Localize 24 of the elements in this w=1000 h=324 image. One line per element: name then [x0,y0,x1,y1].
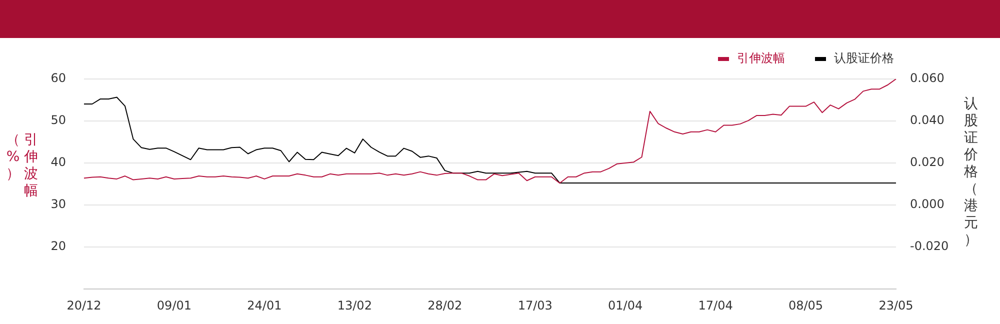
legend-label: 认股证价格 [834,50,894,67]
x-tick-label: 17/04 [698,298,733,312]
y-tick-label: 40 [50,155,66,170]
text: 引伸波幅（%） [6,132,38,199]
y2-tick-label: 0.060 [910,71,944,86]
x-tick-label: 17/03 [518,298,552,312]
x-tick-label: 24/01 [247,298,282,312]
y-tick-label: 30 [50,197,66,212]
x-tick-label: 23/05 [878,298,914,312]
y-tick-label: 20 [50,239,66,254]
y-tick-label: 50 [50,113,66,128]
x-tick-label: 08/05 [788,298,824,312]
y2-tick-label: 0.020 [910,155,944,170]
y-tick-label: 60 [50,71,66,86]
x-tick-label: 28/02 [428,298,462,312]
legend-label: 引伸波幅 [737,50,785,67]
x-tick-label: 09/01 [156,298,192,312]
y2-tick-label: 0.040 [910,113,944,128]
x-tick-label: 20/12 [66,298,102,312]
y2-tick-label: 0.000 [910,197,944,212]
x-tick-label: 01/04 [608,298,643,312]
y2-tick-label: -0.020 [910,239,949,254]
text: 认股证价格（港元） [964,96,978,248]
x-tick-label: 13/02 [337,298,372,312]
